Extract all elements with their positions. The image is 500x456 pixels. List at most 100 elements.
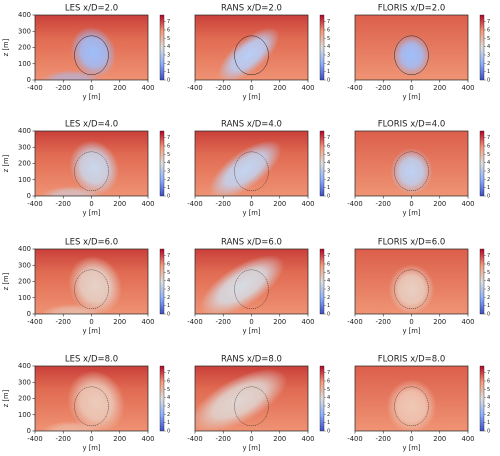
colorbar-tick-label: 1	[487, 185, 490, 191]
colorbar-tick-label: 0	[167, 312, 170, 318]
colorbar-tick-label: 1	[327, 420, 330, 426]
field	[195, 249, 308, 314]
x-tick-label: 200	[273, 84, 286, 92]
x-tick-label: -200	[376, 84, 391, 92]
x-tick-label: 200	[433, 318, 446, 326]
colorbar-tick-label: 4	[327, 278, 330, 284]
y-tick-label: 0	[27, 192, 31, 200]
colorbar-tick-label: 2	[327, 61, 330, 67]
colorbar-tick-label: 4	[167, 160, 170, 166]
x-tick-label: 400	[462, 84, 475, 92]
ground-wake	[41, 186, 102, 196]
colorbar-tick-label: 4	[327, 395, 330, 401]
colorbar-tick-label: 2	[167, 177, 170, 183]
wake	[208, 140, 282, 196]
colorbar-tick-label: 6	[167, 262, 170, 268]
colorbar-tick-label: 1	[167, 420, 170, 426]
x-tick-label: -200	[56, 200, 71, 208]
panel-title: RANS x/D=8.0	[221, 355, 282, 365]
colorbar-tick-label: 5	[487, 152, 490, 158]
colorbar-tick-label: 0	[167, 429, 170, 435]
colorbar-tick-label: 3	[327, 404, 330, 410]
colorbar-tick-label: 7	[327, 19, 330, 25]
rotor-outline	[394, 151, 429, 192]
colorbar-tick-label: 7	[487, 253, 490, 259]
y-tick-label: 0	[27, 427, 31, 435]
colorbar	[319, 248, 325, 315]
x-axis-label: y [m]	[242, 444, 260, 452]
field	[35, 131, 148, 196]
x-tick-label: 0	[89, 200, 93, 208]
colorbar-tick-label: 7	[327, 253, 330, 259]
x-axis-label: y [m]	[82, 209, 100, 217]
colorbar-tick-label: 1	[487, 303, 490, 309]
colorbar	[159, 248, 165, 315]
colorbar-tick-label: 7	[167, 135, 170, 141]
colorbar-tick-label: 5	[167, 152, 170, 158]
colorbar-tick-label: 3	[487, 169, 490, 175]
x-tick-label: -200	[56, 318, 71, 326]
colorbar-tick-label: 4	[167, 278, 170, 284]
colorbar-tick-label: 4	[487, 395, 490, 401]
x-tick-label: 200	[433, 84, 446, 92]
y-tick-label: 400	[18, 245, 31, 253]
colorbar-tick-label: 3	[487, 287, 490, 293]
colorbar-tick-label: 3	[487, 404, 490, 410]
y-tick-label: 100	[18, 411, 31, 419]
rotor-outline	[234, 35, 269, 76]
colorbar-tick-label: 5	[487, 270, 490, 276]
panel-title: LES x/D=2.0	[65, 4, 118, 14]
field	[195, 15, 308, 80]
colorbar-tick-label: 7	[487, 19, 490, 25]
wake	[390, 148, 433, 195]
panel-title: RANS x/D=6.0	[221, 238, 282, 248]
colorbar	[319, 14, 325, 81]
wake	[217, 27, 280, 80]
x-tick-label: 0	[249, 318, 253, 326]
colorbar-tick-label: 7	[487, 135, 490, 141]
colorbar-tick-label: 5	[167, 270, 170, 276]
colorbar-tick-label: 2	[167, 412, 170, 418]
colorbar-tick-label: 5	[327, 387, 330, 393]
rotor-outline	[74, 151, 109, 192]
colorbar-tick-label: 5	[487, 36, 490, 42]
y-axis-label: z [m]	[2, 154, 10, 172]
x-tick-label: -200	[56, 435, 71, 443]
x-tick-label: -200	[216, 84, 231, 92]
x-axis-label: y [m]	[242, 209, 260, 217]
ground-wake	[41, 421, 102, 431]
colorbar-tick-label: 1	[327, 185, 330, 191]
x-tick-label: 200	[113, 200, 126, 208]
colorbar-tick-label: 2	[327, 177, 330, 183]
x-tick-label: 400	[462, 435, 475, 443]
x-axis-label: y [m]	[402, 209, 420, 217]
x-tick-label: 0	[249, 435, 253, 443]
x-tick-label: -400	[347, 435, 362, 443]
x-tick-label: 0	[89, 318, 93, 326]
x-tick-label: 0	[249, 200, 253, 208]
ground-wake	[41, 304, 102, 314]
colorbar-tick-label: 0	[487, 78, 490, 84]
x-tick-label: -400	[27, 84, 42, 92]
colorbar	[319, 130, 325, 197]
colorbar-tick-label: 4	[327, 160, 330, 166]
panel-title: RANS x/D=2.0	[221, 4, 282, 14]
colorbar-tick-label: 0	[327, 312, 330, 318]
colorbar-tick-label: 3	[167, 169, 170, 175]
colorbar-tick-label: 4	[167, 44, 170, 50]
rotor-outline	[74, 35, 109, 76]
y-tick-label: 100	[18, 294, 31, 302]
field	[195, 131, 308, 196]
colorbar-tick-label: 5	[167, 36, 170, 42]
colorbar	[159, 14, 165, 81]
x-tick-label: 0	[249, 84, 253, 92]
colorbar-tick-label: 1	[167, 69, 170, 75]
field	[355, 15, 468, 80]
x-tick-label: -400	[27, 200, 42, 208]
colorbar-tick-label: 7	[487, 370, 490, 376]
x-tick-label: 0	[409, 435, 413, 443]
